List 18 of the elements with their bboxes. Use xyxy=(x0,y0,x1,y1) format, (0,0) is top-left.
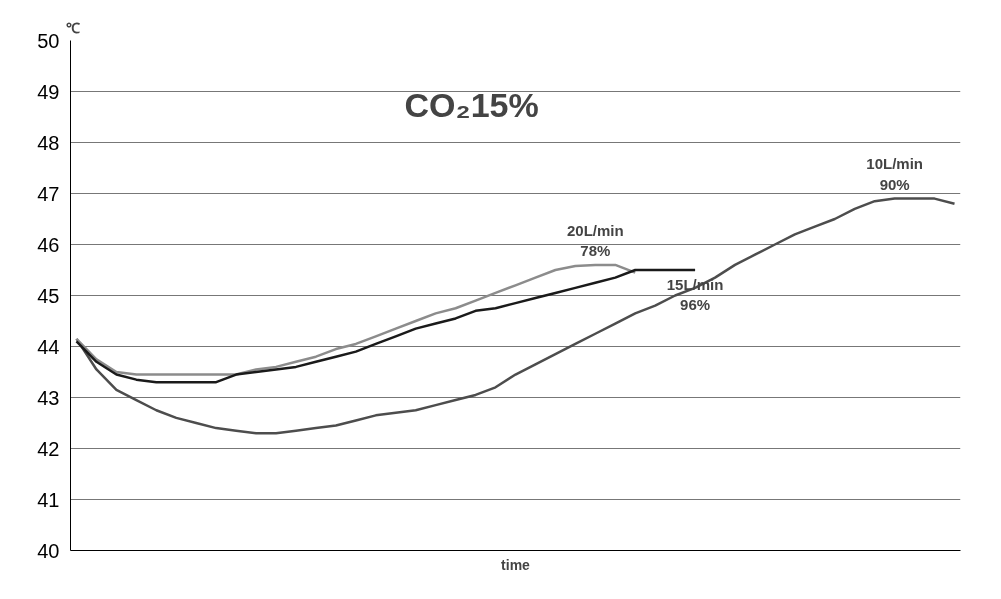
y-axis-title: ℃ xyxy=(65,19,80,36)
y-tick-label: 46 xyxy=(37,233,60,256)
y-tick-label: 47 xyxy=(37,182,60,205)
y-tick-label: 50 xyxy=(37,29,60,52)
annotation: 10L/min 90% xyxy=(866,155,923,193)
y-tick-label: 45 xyxy=(37,284,60,307)
x-axis-title: time xyxy=(501,556,531,573)
y-tick-label: 48 xyxy=(37,131,60,154)
y-tick-label: 42 xyxy=(37,437,60,460)
annotation: 20L/min 78% xyxy=(566,221,624,259)
line-series xyxy=(75,263,637,376)
y-tick-label: 43 xyxy=(37,386,60,409)
y-tick-label: 49 xyxy=(37,80,60,103)
y-tick-label: 40 xyxy=(37,539,60,562)
line-series xyxy=(75,197,956,435)
text: CO₂15% xyxy=(404,85,539,124)
y-tick-label: 44 xyxy=(37,335,60,358)
y-tick-label: 41 xyxy=(37,488,60,511)
